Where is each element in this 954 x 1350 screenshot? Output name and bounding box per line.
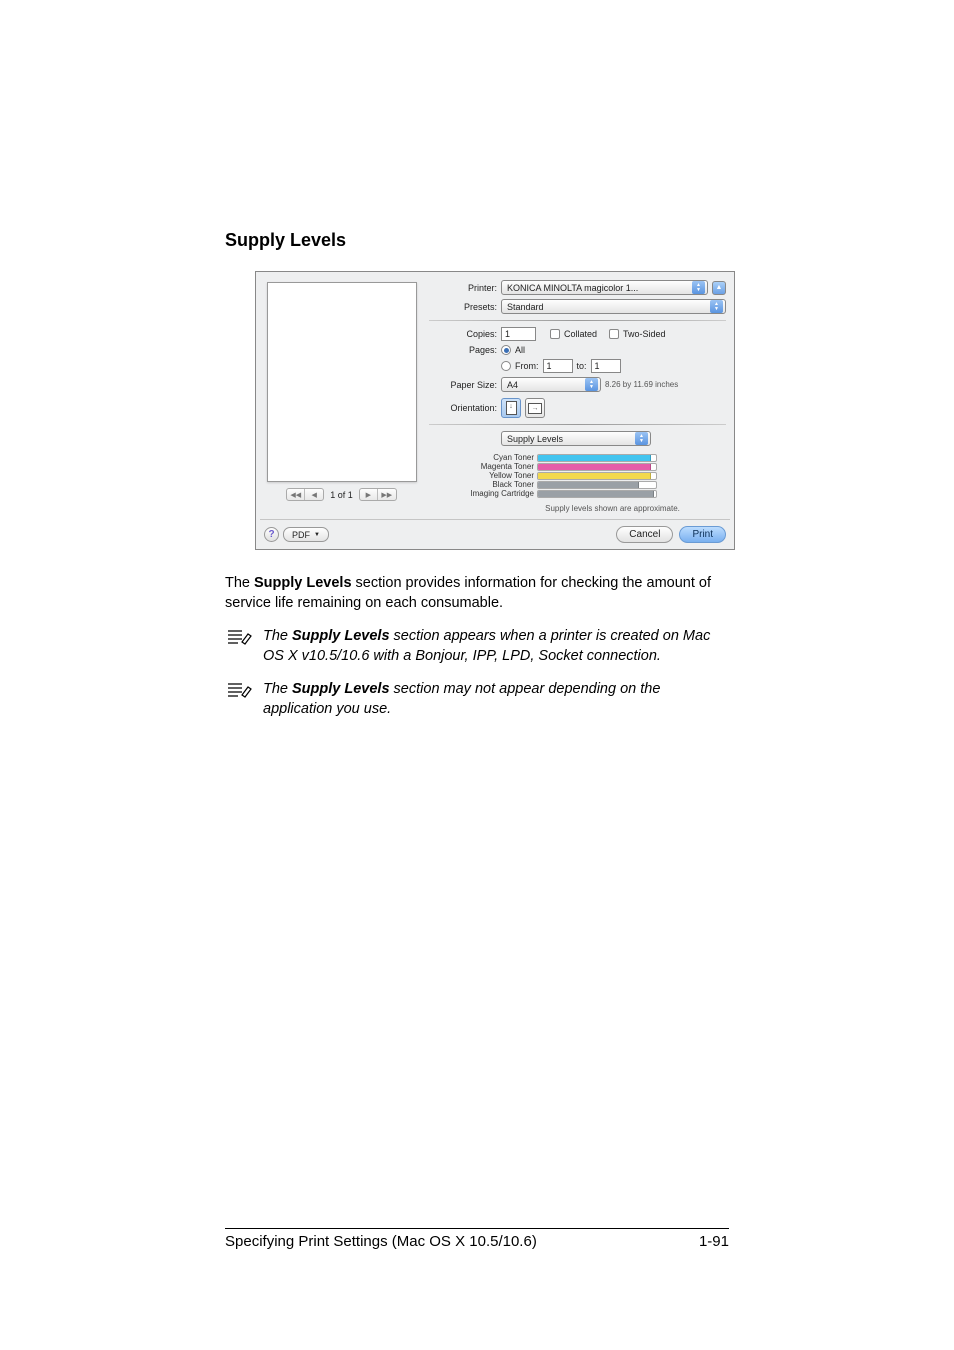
orientation-portrait[interactable]: ↓ <box>501 398 521 418</box>
page-footer: Specifying Print Settings (Mac OS X 10.5… <box>225 1228 729 1250</box>
preview-page <box>267 282 417 482</box>
supply-list: Cyan TonerMagenta TonerYellow TonerBlack… <box>429 453 726 498</box>
supply-label: Cyan Toner <box>429 453 534 462</box>
orientation-landscape[interactable]: → <box>525 398 545 418</box>
paper-size-select[interactable]: A4 <box>501 377 601 392</box>
collated-checkbox[interactable] <box>550 329 560 339</box>
orientation-label: Orientation: <box>429 403 497 413</box>
divider <box>429 320 726 321</box>
preview-nav: ◀◀◀ 1 of 1 ▶▶▶ <box>286 488 397 501</box>
pages-label: Pages: <box>429 345 497 355</box>
updown-icon <box>585 378 598 391</box>
pages-range-radio[interactable] <box>501 361 511 371</box>
supply-fill <box>538 482 639 488</box>
two-sided-label: Two-Sided <box>623 329 666 339</box>
footer-right: 1-91 <box>699 1233 729 1250</box>
updown-icon <box>710 300 723 313</box>
note-icon <box>225 627 253 647</box>
divider <box>260 519 730 520</box>
text: The <box>263 681 292 697</box>
preview-next-group[interactable]: ▶▶▶ <box>359 488 397 501</box>
copies-label: Copies: <box>429 329 497 339</box>
supply-bar <box>537 490 657 498</box>
pages-all-label: All <box>515 345 525 355</box>
pdf-button[interactable]: PDF <box>283 527 329 542</box>
preview-page-count: 1 of 1 <box>330 490 353 500</box>
portrait-icon: ↓ <box>506 401 517 415</box>
landscape-icon: → <box>528 403 542 414</box>
supply-row: Magenta Toner <box>429 462 726 471</box>
pages-all-radio[interactable] <box>501 345 511 355</box>
presets-value: Standard <box>507 302 707 312</box>
presets-label: Presets: <box>429 302 497 312</box>
preview-column: ◀◀◀ 1 of 1 ▶▶▶ <box>264 280 419 513</box>
updown-icon <box>635 432 648 445</box>
printer-label: Printer: <box>429 283 497 293</box>
text: The <box>225 575 254 591</box>
pages-from-field[interactable]: 1 <box>543 359 573 373</box>
paper-size-value: A4 <box>507 380 582 390</box>
divider <box>429 424 726 425</box>
footer-divider <box>225 1228 729 1229</box>
body-paragraph: The Supply Levels section provides infor… <box>225 574 729 613</box>
two-sided-checkbox[interactable] <box>609 329 619 339</box>
supply-label: Yellow Toner <box>429 471 534 480</box>
cancel-button[interactable]: Cancel <box>616 526 673 543</box>
collated-label: Collated <box>564 329 597 339</box>
print-button[interactable]: Print <box>679 526 726 543</box>
text: The <box>263 628 292 644</box>
pages-to-field[interactable]: 1 <box>591 359 621 373</box>
bold-term: Supply Levels <box>292 628 390 644</box>
supply-footnote: Supply levels shown are approximate. <box>499 504 726 513</box>
section-title: Supply Levels <box>225 230 729 251</box>
preview-prev-group[interactable]: ◀◀◀ <box>286 488 324 501</box>
supply-bar <box>537 454 657 462</box>
supply-label: Imaging Cartridge <box>429 489 534 498</box>
updown-icon <box>692 281 705 294</box>
help-button[interactable]: ? <box>264 527 279 542</box>
collapse-button[interactable]: ▲ <box>712 281 726 295</box>
supply-fill <box>538 464 651 470</box>
bold-term: Supply Levels <box>292 681 390 697</box>
supply-row: Imaging Cartridge <box>429 489 726 498</box>
pages-from-label: From: <box>515 361 539 371</box>
note-icon <box>225 680 253 700</box>
supply-bar <box>537 481 657 489</box>
supply-row: Black Toner <box>429 480 726 489</box>
supply-label: Magenta Toner <box>429 462 534 471</box>
supply-fill <box>538 473 651 479</box>
presets-select[interactable]: Standard <box>501 299 726 314</box>
printer-value: KONICA MINOLTA magicolor 1... <box>507 283 689 293</box>
supply-fill <box>538 455 651 461</box>
supply-bar <box>537 472 657 480</box>
supply-bar <box>537 463 657 471</box>
pages-to-label: to: <box>577 361 587 371</box>
paper-dims: 8.26 by 11.69 inches <box>605 380 678 389</box>
print-dialog: ◀◀◀ 1 of 1 ▶▶▶ Printer: KONICA MINOLTA m… <box>255 271 735 550</box>
footer-left: Specifying Print Settings (Mac OS X 10.5… <box>225 1233 537 1250</box>
printer-select[interactable]: KONICA MINOLTA magicolor 1... <box>501 280 708 295</box>
supply-row: Cyan Toner <box>429 453 726 462</box>
bold-term: Supply Levels <box>254 575 352 591</box>
note-text: The Supply Levels section may not appear… <box>263 680 729 719</box>
supply-fill <box>538 491 654 497</box>
copies-field[interactable]: 1 <box>501 327 536 341</box>
supply-label: Black Toner <box>429 480 534 489</box>
panel-select[interactable]: Supply Levels <box>501 431 651 446</box>
panel-value: Supply Levels <box>507 434 632 444</box>
note-text: The Supply Levels section appears when a… <box>263 627 729 666</box>
supply-row: Yellow Toner <box>429 471 726 480</box>
paper-size-label: Paper Size: <box>429 380 497 390</box>
